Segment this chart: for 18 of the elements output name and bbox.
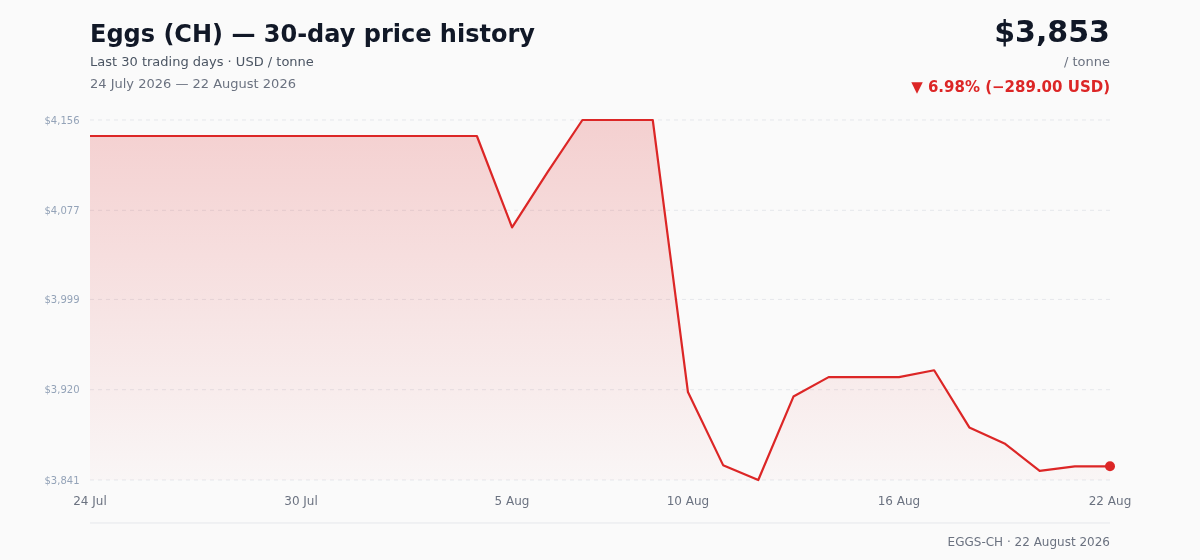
x-tick-label: 24 Jul bbox=[73, 494, 107, 508]
x-tick-label: 16 Aug bbox=[877, 494, 921, 508]
x-tick-label: 5 Aug bbox=[494, 494, 530, 508]
text: / tonne bbox=[1063, 54, 1110, 69]
text: ▼ 6.98% (−289.00 USD) bbox=[911, 78, 1110, 96]
text: $3,853 bbox=[994, 14, 1110, 49]
chart-subtitle: Last 30 trading days · USD / tonne bbox=[90, 54, 314, 69]
text: EGGS-CH · 22 August 2026 bbox=[947, 535, 1110, 549]
y-tick-label: $3,841 bbox=[44, 474, 80, 486]
y-tick-label: $3,999 bbox=[44, 293, 80, 305]
x-tick-label: 10 Aug bbox=[666, 494, 710, 508]
x-tick-label: 30 Jul bbox=[284, 494, 318, 508]
y-tick-label: $4,156 bbox=[44, 114, 80, 126]
x-tick-label: 22 Aug bbox=[1088, 494, 1132, 508]
chart-title: Eggs (CH) — 30-day price history bbox=[90, 20, 536, 48]
text: 24 July 2026 — 22 August 2026 bbox=[90, 76, 296, 91]
y-tick-label: $4,077 bbox=[44, 204, 80, 216]
y-tick-label: $3,920 bbox=[44, 384, 80, 396]
